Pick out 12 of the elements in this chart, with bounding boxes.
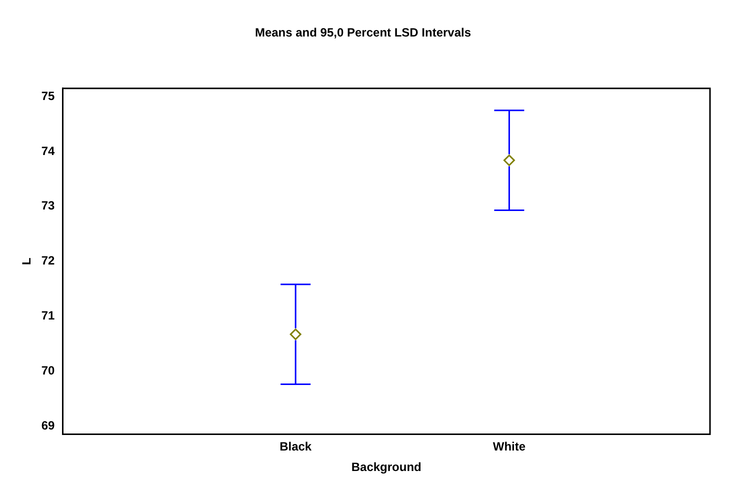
chart-title: Means and 95,0 Percent LSD Intervals [254,26,472,40]
y-tick-label: 73 [41,198,56,213]
y-tick-label: 70 [41,363,56,378]
y-tick-label: 72 [41,254,56,268]
y-tick-label: 69 [41,418,56,432]
x-tick-label: White [492,440,526,454]
y-tick-label: 71 [41,308,56,322]
x-tick-label: Black [280,440,312,454]
y-axis-title: L [20,258,34,265]
x-axis-title: Background [351,460,422,474]
y-tick-label: 75 [41,88,56,103]
y-tick-label: 74 [41,144,56,158]
